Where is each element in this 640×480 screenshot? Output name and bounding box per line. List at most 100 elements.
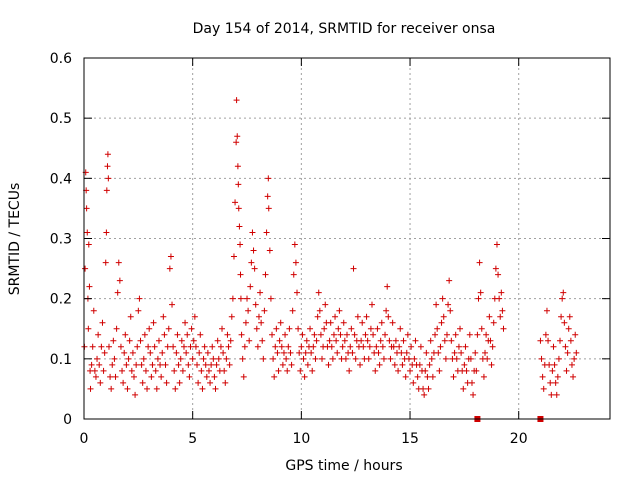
data-point [273,325,280,332]
data-point [110,337,117,344]
data-point [487,337,494,344]
data-point [136,295,143,302]
data-point [352,355,359,362]
data-point [342,355,349,362]
data-point [270,355,277,362]
data-point [374,325,381,332]
data-point [274,349,281,356]
data-point [566,313,573,320]
data-point [384,283,391,290]
data-point [307,325,314,332]
data-point [257,289,264,296]
data-point [260,355,267,362]
data-point [124,385,131,392]
data-point [265,205,272,212]
data-point [547,379,554,386]
data-point [382,331,389,338]
data-point [134,343,141,350]
data-point [203,373,210,380]
data-point [221,367,228,374]
data-point [271,373,278,380]
data-point [101,349,108,356]
data-point [326,337,333,344]
data-point [152,367,159,374]
data-point [179,367,186,374]
data-point [457,325,464,332]
data-point [133,361,140,368]
x-tick-label: 20 [510,431,528,447]
data-point [113,325,120,332]
data-point [360,343,367,350]
data-point [159,349,166,356]
data-point [121,349,128,356]
data-point [183,349,190,356]
data-point [332,313,339,320]
data-point [442,355,449,362]
data-point [235,181,242,188]
data-point [141,331,148,338]
data-point [350,265,357,272]
data-point [228,313,235,320]
data-point [573,349,580,356]
data-point [105,343,112,350]
data-point [84,229,91,236]
data-point [560,289,567,296]
data-point [484,355,491,362]
data-point [540,385,547,392]
data-point [82,265,89,272]
data-point [98,343,105,350]
data-point [316,307,323,314]
data-point [364,337,371,344]
data-point [423,349,430,356]
data-point [160,313,167,320]
data-point [405,355,412,362]
data-point [135,307,142,314]
data-point [200,355,207,362]
data-point [234,163,241,170]
data-point [182,319,189,326]
data-point [112,373,119,380]
data-point [498,289,505,296]
data-point [313,337,320,344]
data-point [348,325,355,332]
data-point [95,331,102,338]
data-point [169,301,176,308]
data-point [319,355,326,362]
data-point [467,355,474,362]
data-point [107,373,114,380]
data-point [380,355,387,362]
data-point [188,325,195,332]
data-point [339,343,346,350]
data-point [155,337,162,344]
data-point [253,325,260,332]
data-point [390,343,397,350]
data-point [119,367,126,374]
data-point [85,241,92,248]
data-point [460,385,467,392]
data-point [165,325,172,332]
data-point [177,355,184,362]
data-point [453,355,460,362]
data-point [373,343,380,350]
data-point [328,343,335,350]
data-point [330,331,337,338]
data-point [337,331,344,338]
data-point [173,349,180,356]
data-point [451,349,458,356]
data-point [486,313,493,320]
data-point [496,295,503,302]
data-point [247,283,254,290]
data-point [404,331,411,338]
data-point [292,259,299,266]
data-point [249,229,256,236]
data-point [434,325,441,332]
data-point [440,313,447,320]
data-point [229,295,236,302]
data-point [117,343,124,350]
data-point [157,361,164,368]
data-point [125,355,132,362]
data-point [196,349,203,356]
data-point [414,373,421,380]
data-point [539,373,546,380]
data-point [167,253,174,260]
